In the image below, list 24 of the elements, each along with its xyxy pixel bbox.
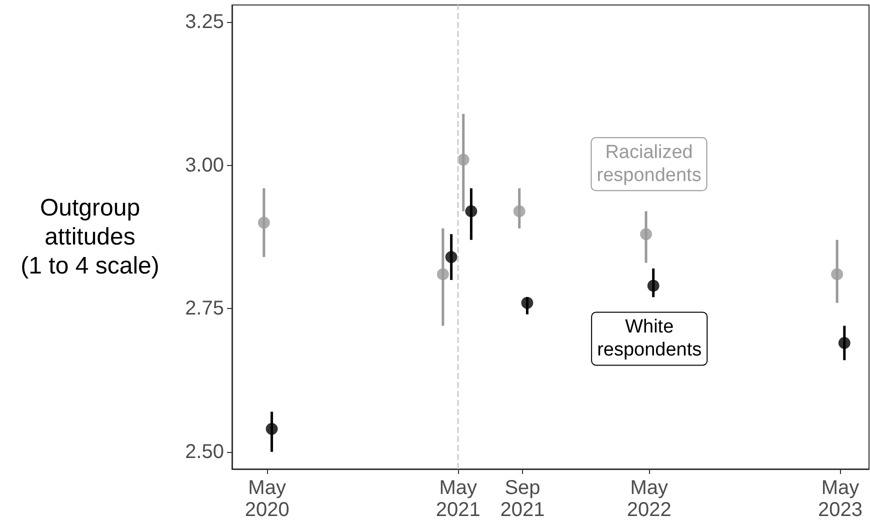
- x-tick-label: Sep 2021: [500, 477, 545, 521]
- y-axis-title: Outgroup attitudes (1 to 4 scale): [20, 194, 160, 280]
- point: [436, 268, 449, 280]
- point: [266, 422, 278, 435]
- point: [831, 268, 844, 280]
- point: [465, 205, 478, 218]
- y-tick-label: 3.25: [185, 11, 224, 34]
- y-tick-label: 3.00: [185, 154, 224, 176]
- text: White respondents: [597, 316, 702, 361]
- point: [647, 280, 660, 292]
- point: [457, 154, 470, 166]
- point: [445, 251, 458, 264]
- point: [640, 228, 652, 240]
- point: [513, 205, 526, 218]
- x-tick-label: May 2021: [436, 477, 480, 521]
- text: Racialized respondents: [596, 142, 702, 186]
- y-tick-label: 2.75: [185, 298, 224, 320]
- x-tick-label: May 2022: [626, 477, 672, 521]
- x-tick-label: May 2020: [244, 477, 290, 521]
- y-tick-label: 2.50: [185, 440, 224, 463]
- point: [258, 216, 270, 229]
- point: [838, 336, 850, 349]
- x-tick-label: May 2023: [818, 477, 862, 521]
- point: [521, 296, 534, 309]
